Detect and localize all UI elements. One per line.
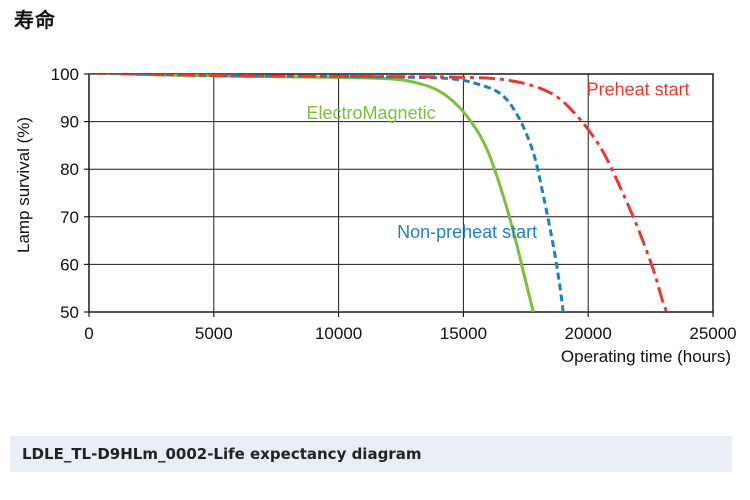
x-tick-label: 25000 xyxy=(689,324,736,343)
y-tick-label: 80 xyxy=(60,160,79,179)
series-line-preheat-start xyxy=(89,74,669,312)
page-heading: 寿命 xyxy=(14,8,56,32)
x-tick-label: 5000 xyxy=(195,324,233,343)
y-tick-label: 60 xyxy=(60,255,79,274)
series-line-non-preheat-start xyxy=(89,74,565,312)
y-axis-label: Lamp survival (%) xyxy=(14,117,33,253)
x-tick-label: 10000 xyxy=(315,324,362,343)
y-tick-label: 70 xyxy=(60,208,79,227)
x-tick-label: 0 xyxy=(84,324,93,343)
y-tick-label: 100 xyxy=(51,65,79,84)
series-annotation: Non-preheat start xyxy=(397,222,537,242)
x-axis-label: Operating time (hours) xyxy=(561,347,731,366)
x-tick-label: 20000 xyxy=(565,324,612,343)
series-annotation: Preheat start xyxy=(587,79,690,99)
plot-frame xyxy=(88,73,714,313)
y-tick-label: 50 xyxy=(60,303,79,322)
x-tick-label: 15000 xyxy=(440,324,487,343)
series-annotation: ElectroMagnetic xyxy=(307,103,436,123)
y-tick-label: 90 xyxy=(60,113,79,132)
life-expectancy-chart: 0 5000 10000 15000 20000 25000 50 60 70 80 90 100 Op… xyxy=(14,65,737,366)
diagram-caption: LDLE_TL-D9HLm_0002-Life expectancy diagr… xyxy=(10,436,732,472)
